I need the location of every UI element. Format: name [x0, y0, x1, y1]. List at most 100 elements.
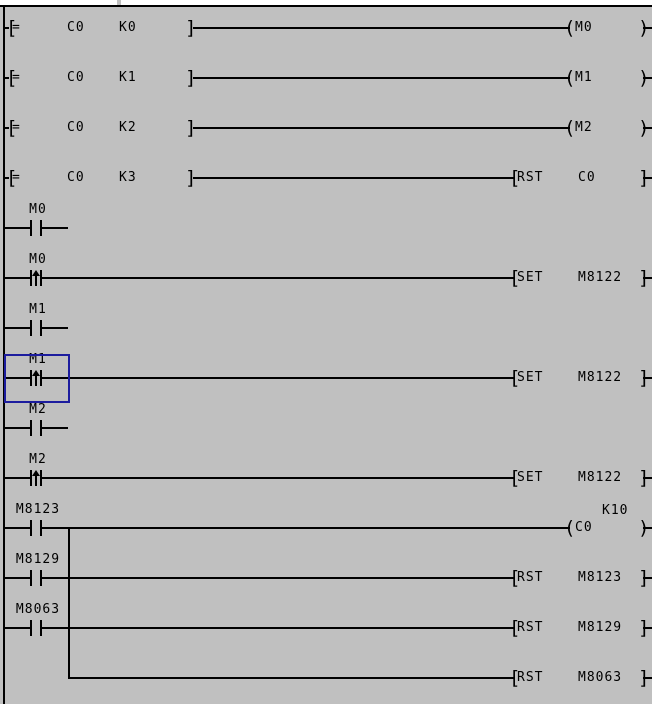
compare-open-bracket: [	[6, 17, 18, 39]
contact-label-M1[interactable]: M1	[29, 352, 47, 367]
contact-bar	[40, 420, 42, 436]
contact-bar	[40, 220, 42, 236]
compare-operand2[interactable]: K0	[119, 20, 137, 35]
contact-M0-open[interactable]	[28, 218, 44, 238]
right-rail-stub	[643, 277, 652, 279]
instr-device-M8129[interactable]: M8129	[578, 620, 623, 635]
contact-label-M8123[interactable]: M8123	[15, 502, 61, 517]
branch-wire	[68, 677, 514, 679]
instr-open-bracket: [	[509, 617, 521, 639]
instr-device-M8122[interactable]: M8122	[578, 470, 623, 485]
contact-bar	[30, 420, 32, 436]
coil-open-paren: (	[564, 67, 576, 89]
compare-operand2[interactable]: K3	[119, 170, 137, 185]
instr-open-bracket: [	[509, 467, 521, 489]
instr-op-SET[interactable]: SET	[517, 470, 544, 485]
contact-bar	[40, 570, 42, 586]
contact-label-M1[interactable]: M1	[29, 302, 47, 317]
pulse-arrow-icon	[32, 370, 40, 376]
rung-wire	[3, 377, 30, 379]
top-edge-tick	[117, 0, 121, 5]
coil-M2[interactable]: M2	[575, 120, 593, 135]
contact-bar	[30, 220, 32, 236]
instr-op-RST[interactable]: RST	[517, 670, 544, 685]
compare-close-bracket: ]	[185, 117, 197, 139]
right-rail-stub	[643, 577, 652, 579]
compare-operand1[interactable]: C0	[67, 170, 85, 185]
contact-label-M0[interactable]: M0	[29, 202, 47, 217]
contact-bar	[40, 520, 42, 536]
contact-M8129-open[interactable]	[28, 568, 44, 588]
contact-M2-pulse[interactable]	[28, 468, 44, 488]
coil-open-paren: (	[564, 117, 576, 139]
contact-label-M2[interactable]: M2	[29, 452, 47, 467]
contact-M2-open[interactable]	[28, 418, 44, 438]
contact-bar	[30, 470, 32, 486]
rung-wire	[193, 177, 514, 179]
right-rail-stub	[643, 127, 652, 129]
compare-op[interactable]: =	[12, 20, 21, 35]
instr-device-M8122[interactable]: M8122	[578, 370, 623, 385]
instr-open-bracket: [	[509, 167, 521, 189]
counter-setpoint-K10: K10	[602, 503, 629, 518]
rung-wire	[193, 77, 570, 79]
right-rail-stub	[643, 627, 652, 629]
contact-bar	[40, 470, 42, 486]
coil-M1[interactable]: M1	[575, 70, 593, 85]
compare-operand2[interactable]: K2	[119, 120, 137, 135]
contact-bar	[30, 520, 32, 536]
instr-open-bracket: [	[509, 567, 521, 589]
instr-device-M8063[interactable]: M8063	[578, 670, 623, 685]
instr-op-RST[interactable]: RST	[517, 170, 544, 185]
compare-op[interactable]: =	[12, 120, 21, 135]
pulse-arrow-icon	[35, 475, 37, 486]
compare-operand2[interactable]: K1	[119, 70, 137, 85]
contact-label-M2[interactable]: M2	[29, 402, 47, 417]
instr-op-SET[interactable]: SET	[517, 270, 544, 285]
instr-open-bracket: [	[509, 667, 521, 689]
contact-label-M8129[interactable]: M8129	[15, 552, 61, 567]
rung-wire	[42, 277, 514, 279]
rung-wire	[42, 627, 514, 629]
instr-open-bracket: [	[509, 367, 521, 389]
right-rail-stub	[643, 677, 652, 679]
contact-bar	[40, 320, 42, 336]
instr-op-SET[interactable]: SET	[517, 370, 544, 385]
rail-stub	[3, 77, 9, 79]
rung-wire	[3, 527, 30, 529]
right-rail-stub	[643, 27, 652, 29]
rung-wire	[3, 477, 30, 479]
rung-wire	[3, 427, 30, 429]
instr-op-RST[interactable]: RST	[517, 570, 544, 585]
instr-device-M8122[interactable]: M8122	[578, 270, 623, 285]
contact-M0-pulse[interactable]	[28, 268, 44, 288]
rung-wire	[42, 227, 68, 229]
compare-operand1[interactable]: C0	[67, 120, 85, 135]
contact-bar	[40, 370, 42, 386]
compare-close-bracket: ]	[185, 167, 197, 189]
compare-close-bracket: ]	[185, 17, 197, 39]
rung-wire	[3, 277, 30, 279]
compare-operand1[interactable]: C0	[67, 20, 85, 35]
coil-C0[interactable]: C0	[575, 520, 593, 535]
instr-device-M8123[interactable]: M8123	[578, 570, 623, 585]
compare-op[interactable]: =	[12, 70, 21, 85]
instr-device-C0[interactable]: C0	[578, 170, 596, 185]
top-border-line	[0, 5, 652, 7]
contact-M1-open[interactable]	[28, 318, 44, 338]
pulse-arrow-icon	[35, 375, 37, 386]
instr-open-bracket: [	[509, 267, 521, 289]
compare-operand1[interactable]: C0	[67, 70, 85, 85]
compare-op[interactable]: =	[12, 170, 21, 185]
contact-bar	[40, 620, 42, 636]
contact-M8063-open[interactable]	[28, 618, 44, 638]
rung-wire	[3, 227, 30, 229]
rung-wire	[193, 127, 570, 129]
contact-label-M8063[interactable]: M8063	[15, 602, 61, 617]
contact-label-M0[interactable]: M0	[29, 252, 47, 267]
instr-op-RST[interactable]: RST	[517, 620, 544, 635]
contact-M8123-open[interactable]	[28, 518, 44, 538]
coil-M0[interactable]: M0	[575, 20, 593, 35]
compare-open-bracket: [	[6, 167, 18, 189]
